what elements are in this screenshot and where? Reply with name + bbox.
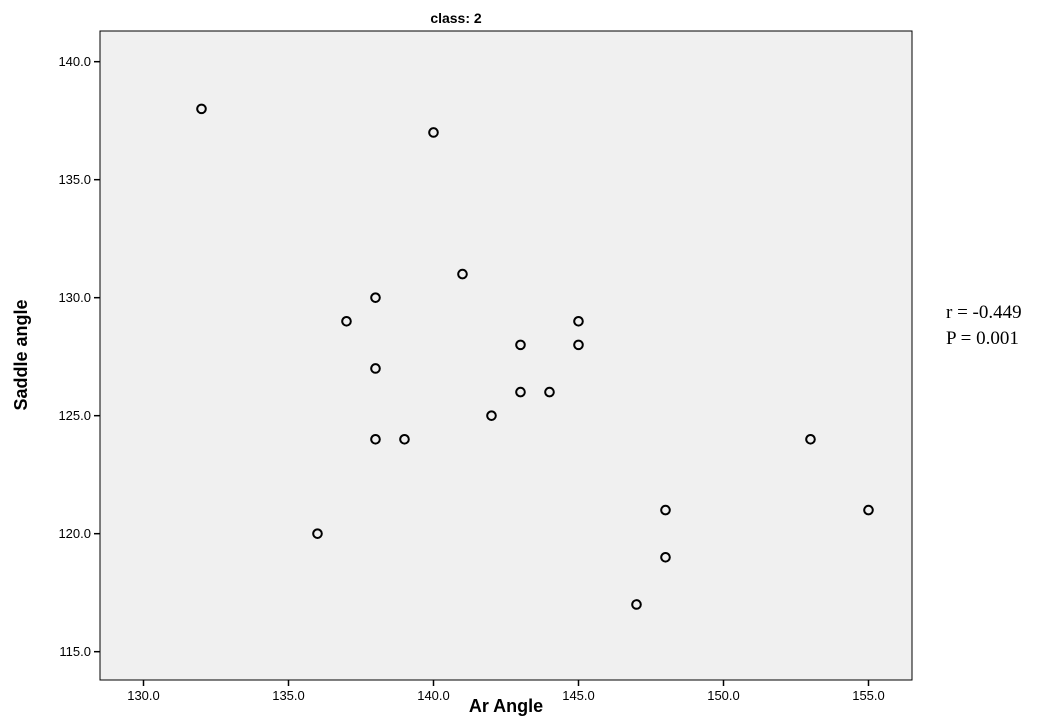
data-point xyxy=(573,315,584,327)
data-point xyxy=(573,339,584,351)
y-tick-label: 125.0 xyxy=(58,408,91,423)
y-tick-label: 115.0 xyxy=(59,644,91,659)
y-axis-ticks: 115.0 120.0 125.0 130.0 135.0 140.0 xyxy=(58,54,100,659)
correlation-stats: r = -0.449 P = 0.001 xyxy=(946,300,1022,352)
y-tick-label: 130.0 xyxy=(58,290,91,305)
data-point xyxy=(805,433,816,445)
y-tick-label: 135.0 xyxy=(58,172,91,187)
p-value: P = 0.001 xyxy=(946,328,1019,349)
data-points xyxy=(196,103,874,610)
x-axis-ticks: 130.0 135.0 140.0 145.0 150.0 155.0 xyxy=(127,680,885,703)
y-tick-label: 140.0 xyxy=(58,54,91,69)
data-point xyxy=(631,599,642,610)
data-point xyxy=(370,292,381,303)
x-tick-label: 150.0 xyxy=(707,688,740,703)
x-tick-label: 145.0 xyxy=(562,688,595,703)
plot-area xyxy=(99,30,913,681)
x-tick-label: 130.0 xyxy=(127,688,160,703)
data-point xyxy=(863,504,874,516)
x-axis-title: Ar Angle xyxy=(469,696,543,716)
correlation-coefficient: r = -0.449 xyxy=(946,302,1022,323)
data-point xyxy=(428,127,439,138)
x-tick-label: 155.0 xyxy=(852,688,885,703)
data-point xyxy=(515,339,526,351)
data-point xyxy=(660,504,671,516)
data-point xyxy=(341,315,352,327)
data-point xyxy=(486,410,497,421)
chart-title: class: 2 xyxy=(430,10,482,26)
x-tick-label: 135.0 xyxy=(272,688,305,703)
data-point xyxy=(457,268,468,280)
data-point xyxy=(312,528,323,539)
data-point xyxy=(370,363,381,374)
data-point xyxy=(196,103,207,115)
data-point xyxy=(660,551,671,563)
data-point xyxy=(515,386,526,398)
data-point xyxy=(370,433,381,445)
x-tick-label: 140.0 xyxy=(417,688,450,703)
data-point xyxy=(399,433,410,445)
y-tick-label: 120.0 xyxy=(58,526,91,541)
y-axis-title: Saddle angle xyxy=(11,299,31,410)
data-point xyxy=(544,386,555,398)
